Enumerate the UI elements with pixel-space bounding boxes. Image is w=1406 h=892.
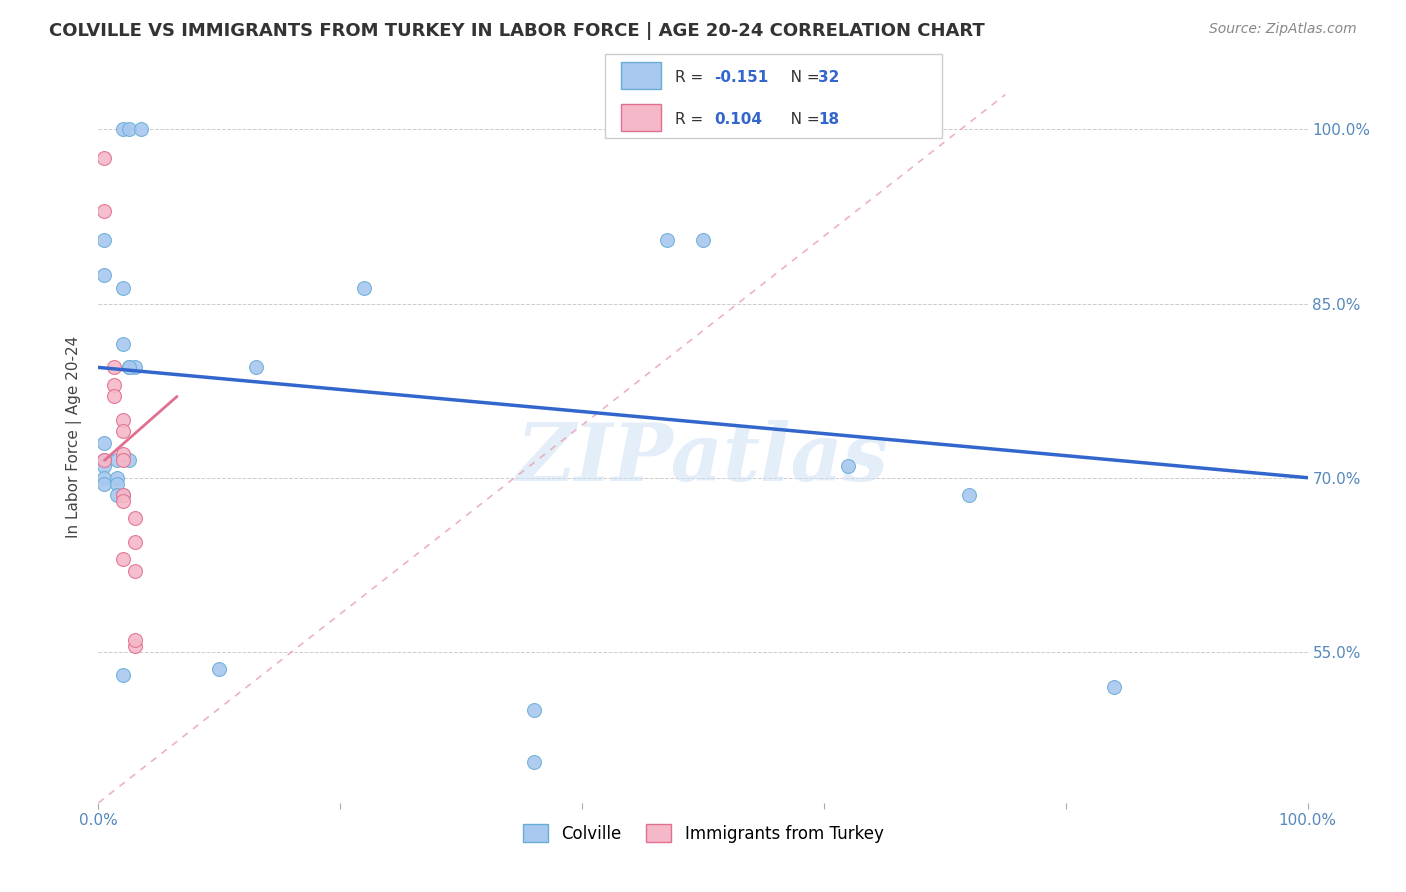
Point <box>111 412 134 426</box>
Point <box>111 448 134 462</box>
Point <box>111 494 134 508</box>
Point <box>1102 680 1125 694</box>
Text: 18: 18 <box>818 112 839 128</box>
Point <box>103 389 125 403</box>
Point <box>111 668 134 682</box>
Point <box>93 476 115 491</box>
Point <box>111 281 134 295</box>
Point <box>245 360 267 375</box>
Point <box>93 453 115 467</box>
Text: N =: N = <box>776 112 824 128</box>
Text: R =: R = <box>675 70 709 85</box>
Text: ZIPatlas: ZIPatlas <box>517 420 889 498</box>
Text: 32: 32 <box>818 70 839 85</box>
Point <box>111 424 134 438</box>
Y-axis label: In Labor Force | Age 20-24: In Labor Force | Age 20-24 <box>66 336 83 538</box>
Point <box>118 122 141 136</box>
Point <box>111 488 134 502</box>
Text: 0.104: 0.104 <box>714 112 762 128</box>
Point <box>105 471 128 485</box>
Point <box>124 511 146 525</box>
Point <box>93 459 115 474</box>
Point <box>111 453 134 467</box>
Point <box>124 564 146 578</box>
Point <box>93 453 115 467</box>
Point <box>93 436 115 450</box>
Point <box>208 662 231 676</box>
Point <box>353 281 375 295</box>
Point <box>105 488 128 502</box>
Point <box>93 233 115 247</box>
Point <box>692 233 714 247</box>
Legend: Colville, Immigrants from Turkey: Colville, Immigrants from Turkey <box>516 818 890 849</box>
Text: -0.151: -0.151 <box>714 70 769 85</box>
Point <box>837 459 859 474</box>
Point <box>93 203 115 218</box>
Point <box>523 755 546 769</box>
Point <box>129 122 152 136</box>
Point <box>118 360 141 375</box>
Point <box>111 488 134 502</box>
Point <box>103 377 125 392</box>
Text: N =: N = <box>776 70 824 85</box>
Point <box>124 633 146 648</box>
Point <box>124 639 146 653</box>
Point <box>957 488 980 502</box>
Point <box>523 703 546 717</box>
Point <box>111 552 134 566</box>
Point <box>111 122 134 136</box>
Point <box>93 471 115 485</box>
Text: COLVILLE VS IMMIGRANTS FROM TURKEY IN LABOR FORCE | AGE 20-24 CORRELATION CHART: COLVILLE VS IMMIGRANTS FROM TURKEY IN LA… <box>49 22 986 40</box>
Point <box>124 534 146 549</box>
Text: R =: R = <box>675 112 709 128</box>
Point <box>118 453 141 467</box>
Point <box>103 360 125 375</box>
Point <box>111 337 134 351</box>
Point <box>105 476 128 491</box>
Point <box>124 360 146 375</box>
Point <box>655 233 678 247</box>
Point <box>105 453 128 467</box>
Point <box>93 268 115 282</box>
Point <box>93 152 115 166</box>
Text: Source: ZipAtlas.com: Source: ZipAtlas.com <box>1209 22 1357 37</box>
Point <box>118 360 141 375</box>
